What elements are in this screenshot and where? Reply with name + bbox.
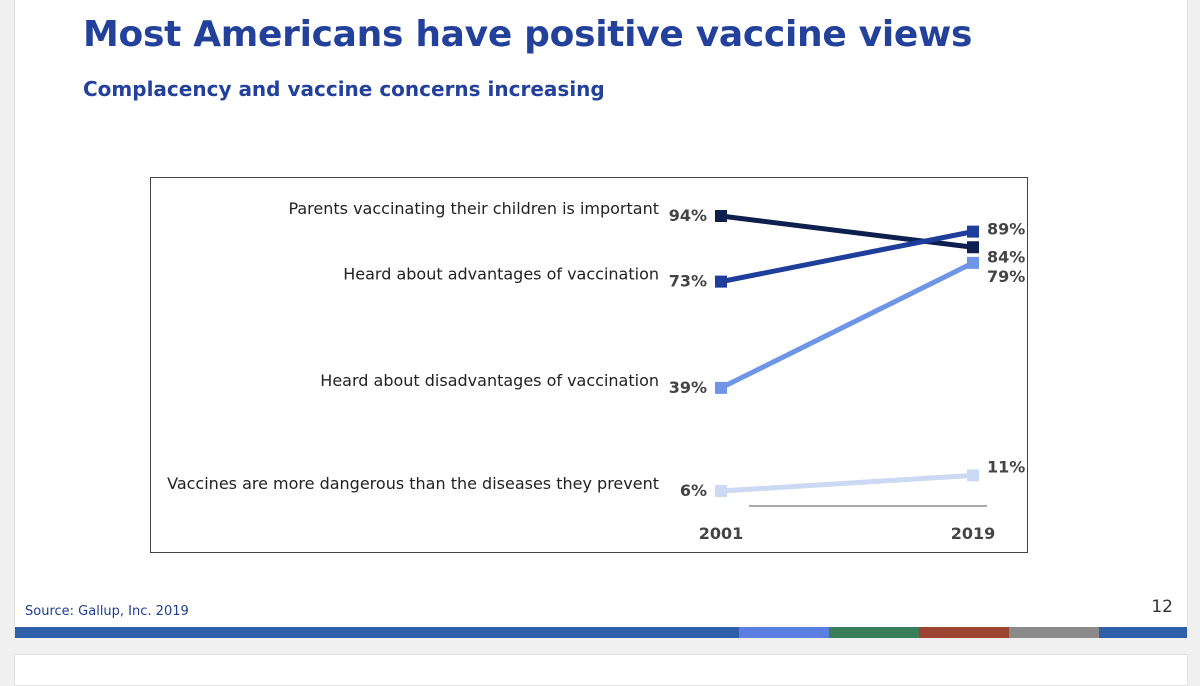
footer-color-bar — [15, 627, 1187, 638]
data-label-2001: 6% — [680, 481, 707, 500]
data-point-2019 — [967, 225, 979, 238]
series-label: Parents vaccinating their children is im… — [288, 199, 659, 218]
slide-title: Most Americans have positive vaccine vie… — [83, 14, 973, 55]
x-tick-label: 2001 — [699, 524, 744, 543]
data-point-2001 — [715, 485, 727, 497]
data-point-2019 — [967, 469, 979, 482]
source-note: Source: Gallup, Inc. 2019 — [25, 604, 189, 619]
series-label: Heard about disadvantages of vaccination — [320, 371, 659, 390]
data-label-2019: 84% — [987, 247, 1025, 266]
footer-segment — [1009, 627, 1099, 638]
data-label-2019: 11% — [987, 457, 1025, 476]
footer-segment — [829, 627, 919, 638]
line-chart: 2001 2019 Parents vaccinating their childr… — [167, 199, 1025, 543]
next-slide-preview[interactable] — [14, 654, 1188, 686]
chart-area: 2001 2019 Parents vaccinating their childr… — [150, 177, 1028, 553]
series-label: Heard about advantages of vaccination — [343, 265, 659, 284]
x-tick-label: 2019 — [951, 524, 996, 543]
data-label-2019: 89% — [987, 220, 1025, 239]
slide-subtitle: Complacency and vaccine concerns increas… — [83, 77, 605, 101]
data-point-2001 — [715, 275, 727, 288]
series-line — [719, 260, 975, 391]
data-label-2001: 39% — [669, 378, 707, 397]
series-line — [720, 472, 974, 494]
data-point-2019 — [967, 256, 979, 269]
series-label: Vaccines are more dangerous than the dis… — [167, 474, 659, 493]
footer-segment — [739, 627, 829, 638]
footer-segment — [919, 627, 1009, 638]
data-label-2001: 73% — [669, 272, 707, 291]
slide: Most Americans have positive vaccine vie… — [14, 0, 1188, 638]
data-point-2001 — [715, 210, 727, 222]
data-label-2001: 94% — [669, 206, 707, 225]
footer-segment — [15, 627, 739, 638]
page-number: 12 — [1151, 597, 1173, 617]
series-line — [720, 213, 974, 250]
data-point-2001 — [715, 381, 727, 394]
series-line — [720, 229, 974, 285]
footer-segment — [1099, 627, 1187, 638]
data-label-2019: 79% — [987, 267, 1025, 286]
data-point-2019 — [967, 241, 979, 254]
